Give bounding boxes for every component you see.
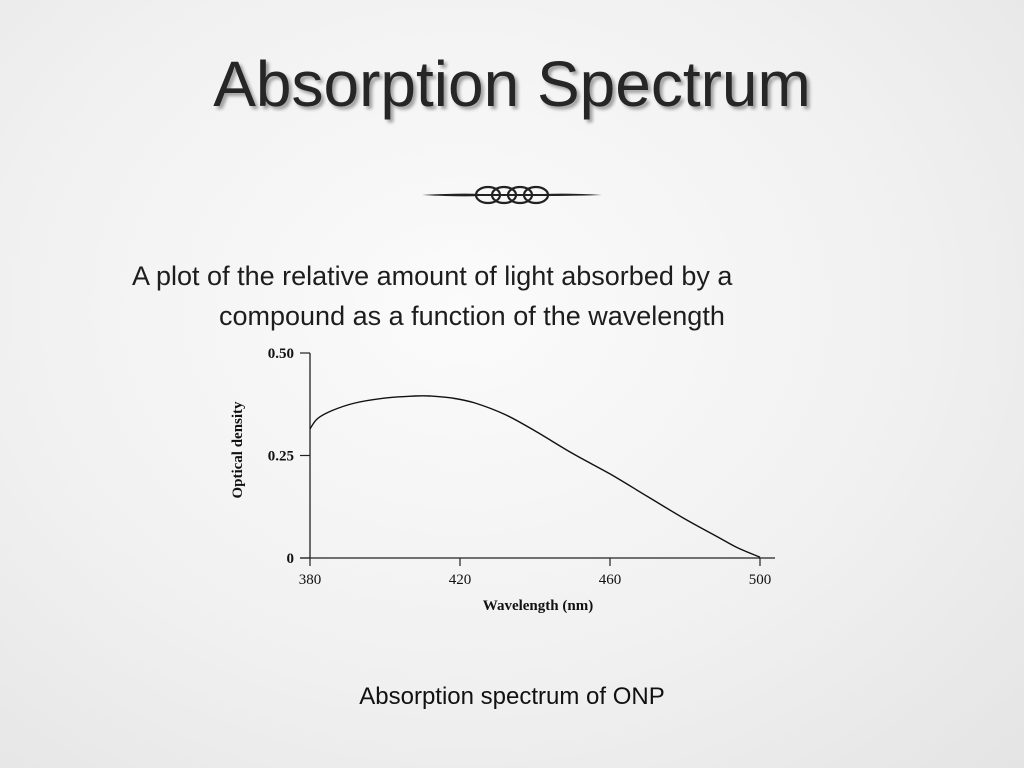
body-text-line-1: A plot of the relative amount of light a… (132, 261, 733, 291)
plot-series-group (309, 395, 761, 558)
x-tick-label: 500 (749, 572, 772, 588)
body-text-line-2: compound as a function of the wavelength (219, 301, 725, 331)
y-tick-label: 0 (287, 551, 295, 567)
y-axis: 0 0.25 0.50 Optical density (230, 346, 311, 567)
x-axis: 380 420 460 500 Wavelength (nm) (299, 557, 775, 614)
y-tick-label: 0.50 (268, 346, 294, 362)
figure-caption: Absorption spectrum of ONP (359, 683, 665, 710)
y-tick-label: 0.25 (268, 449, 294, 465)
x-tick-label: 420 (449, 572, 472, 588)
absorption-series-line (309, 395, 761, 558)
slide-body-text: A plot of the relative amount of light a… (132, 256, 932, 336)
x-axis-label: Wavelength (nm) (483, 598, 593, 614)
slide-title: Absorption Spectrum (213, 48, 811, 120)
y-axis-label: Optical density (230, 401, 246, 499)
x-tick-label: 460 (599, 572, 622, 588)
flourish-divider-icon (422, 185, 602, 205)
x-tick-label: 380 (299, 572, 322, 588)
